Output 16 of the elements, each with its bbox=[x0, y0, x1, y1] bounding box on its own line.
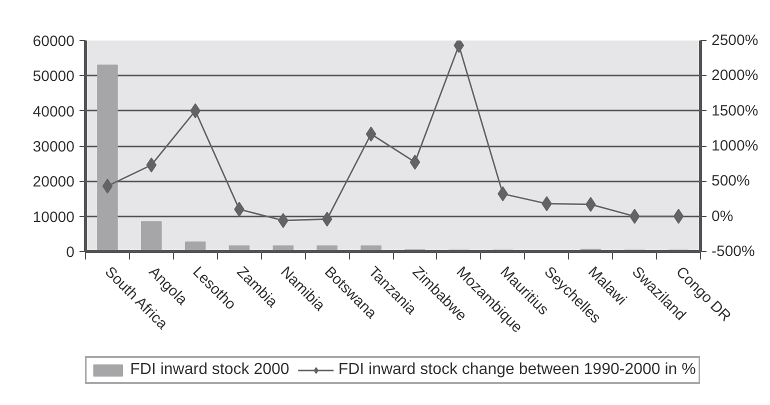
y2-tick-label: 1500% bbox=[712, 102, 758, 120]
y2-tick-label: -500% bbox=[712, 243, 755, 260]
y-tick-label: 20000 bbox=[32, 174, 75, 191]
legend-label: FDI inward stock 2000 bbox=[130, 361, 290, 379]
y-tick-label: 10000 bbox=[32, 208, 75, 226]
y-tick-label: 60000 bbox=[32, 33, 75, 50]
y-tick-label: 30000 bbox=[32, 138, 75, 156]
y-tick-label: 0 bbox=[66, 244, 74, 261]
y2-tick-label: 500% bbox=[712, 172, 750, 190]
y2-tick-label: 1000% bbox=[712, 138, 758, 154]
y-tick-label: 40000 bbox=[32, 103, 75, 120]
y-tick-label: 50000 bbox=[32, 68, 75, 86]
legend-label: FDI inward stock change between 1990-2000 in % bbox=[338, 361, 696, 379]
y2-tick-label: 2500% bbox=[712, 32, 758, 49]
y2-tick-label: 2000% bbox=[712, 67, 758, 84]
y2-tick-label: 0% bbox=[712, 208, 734, 225]
